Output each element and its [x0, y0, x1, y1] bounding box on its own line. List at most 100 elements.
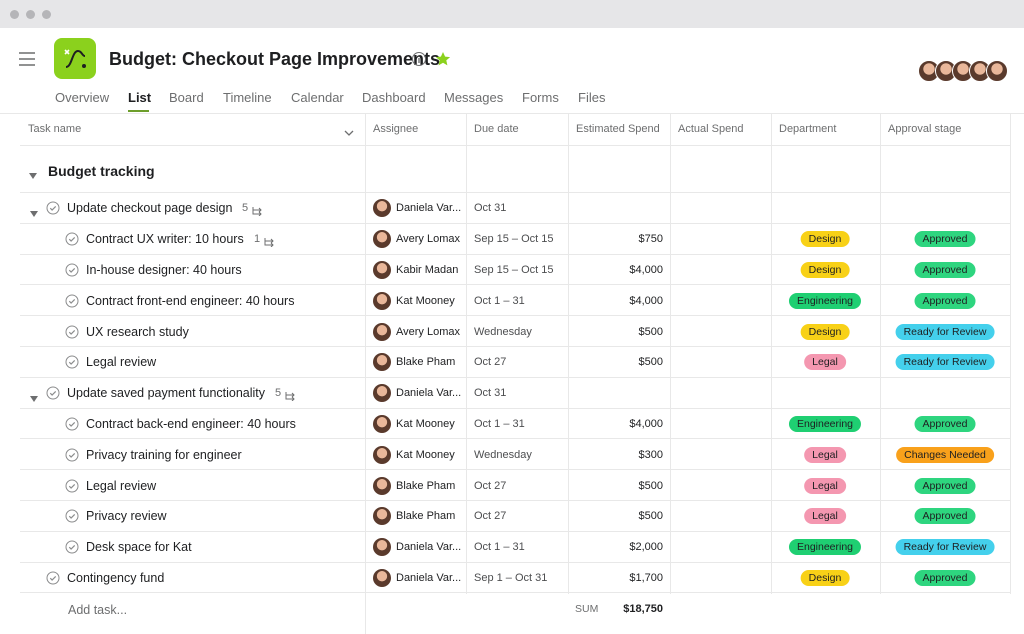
task-name[interactable]: Desk space for Kat	[86, 540, 192, 555]
tab[interactable]: Forms	[522, 90, 559, 105]
column-header[interactable]: Assignee	[373, 123, 419, 135]
project-icon[interactable]	[54, 38, 96, 79]
column-header[interactable]: Actual Spend	[678, 123, 744, 135]
due-date: Oct 27	[474, 479, 507, 492]
column-divider	[670, 114, 671, 594]
department-tag[interactable]: Design	[800, 231, 850, 248]
assignee-avatar	[373, 415, 391, 433]
collapse-icon[interactable]	[28, 167, 38, 179]
task-name[interactable]: Contingency fund	[67, 571, 165, 585]
task-name[interactable]: Legal review	[86, 478, 157, 493]
department-tag[interactable]: Legal	[804, 477, 846, 494]
department-tag[interactable]: Legal	[804, 446, 846, 463]
row-line	[20, 407, 1010, 409]
complete-check[interactable]	[65, 448, 79, 462]
complete-check[interactable]	[65, 355, 79, 369]
column-header[interactable]: Approval stage	[888, 123, 962, 135]
column-header[interactable]: Department	[779, 123, 837, 135]
complete-check[interactable]	[65, 263, 79, 277]
due-date: Sep 15 – Oct 15	[474, 233, 554, 246]
members[interactable]	[918, 60, 1010, 82]
info-icon[interactable]	[411, 51, 427, 67]
column-header[interactable]: Task name	[28, 123, 82, 135]
department-tag[interactable]: Engineering	[788, 292, 862, 309]
add-task[interactable]: Add task...	[68, 603, 128, 618]
estimated-spend: $2,000	[629, 541, 663, 554]
expand-icon[interactable]	[29, 390, 39, 403]
complete-check[interactable]	[46, 386, 60, 400]
department-tag[interactable]: Legal	[804, 354, 846, 371]
complete-check[interactable]	[65, 509, 79, 523]
column-divider	[880, 114, 881, 594]
task-name[interactable]: Privacy training for engineer	[86, 447, 242, 462]
approval-tag[interactable]: Ready for Review	[895, 539, 995, 556]
task-name[interactable]: Contract front-end engineer: 40 hours	[86, 293, 295, 308]
department-tag[interactable]: Design	[800, 323, 850, 340]
column-header[interactable]: Due date	[474, 123, 519, 135]
complete-check[interactable]	[65, 325, 79, 339]
column-header[interactable]: Estimated Spend	[576, 123, 660, 135]
tab[interactable]: List	[128, 90, 152, 105]
tab[interactable]: Calendar	[291, 90, 344, 105]
complete-check[interactable]	[46, 571, 60, 585]
star-icon[interactable]	[435, 51, 451, 67]
complete-check[interactable]	[65, 294, 79, 308]
task-name[interactable]: Contract back-end engineer: 40 hours	[86, 417, 296, 431]
assignee: Kat Mooney	[396, 448, 455, 461]
approval-tag[interactable]: Approved	[914, 508, 976, 525]
approval-tag[interactable]: Approved	[914, 231, 976, 248]
assignee-avatar	[373, 538, 391, 557]
assignee-avatar	[373, 291, 391, 310]
task-name[interactable]: Privacy review	[86, 509, 167, 524]
department-tag[interactable]: Engineering	[788, 539, 862, 556]
task-name[interactable]: Update saved payment functionality	[67, 386, 266, 401]
task-name[interactable]: Update checkout page design	[67, 201, 233, 216]
complete-check[interactable]	[65, 540, 79, 554]
complete-check[interactable]	[65, 232, 79, 246]
approval-tag[interactable]: Ready for Review	[895, 354, 995, 371]
department-tag[interactable]: Legal	[804, 508, 846, 525]
approval-tag[interactable]: Approved	[914, 292, 976, 309]
approval-tag[interactable]: Approved	[914, 262, 976, 278]
task-name[interactable]: Contract UX writer: 10 hours	[86, 232, 244, 247]
complete-check[interactable]	[65, 417, 79, 431]
task-name[interactable]: UX research study	[86, 324, 189, 339]
tab[interactable]: Messages	[444, 90, 504, 105]
subtask-count: 5	[275, 387, 282, 400]
department-tag[interactable]: Design	[800, 570, 850, 586]
row-line	[20, 346, 1010, 347]
approval-tag[interactable]: Approved	[914, 477, 976, 494]
due-date: Oct 27	[474, 356, 507, 369]
department-tag[interactable]: Engineering	[788, 416, 862, 432]
task-name[interactable]: In-house designer: 40 hours	[86, 263, 242, 277]
tab[interactable]: Dashboard	[362, 90, 426, 105]
column-divider	[1010, 114, 1011, 594]
complete-check[interactable]	[65, 479, 79, 493]
column-menu[interactable]	[344, 124, 354, 136]
assignee: Blake Pham	[396, 510, 456, 523]
approval-tag[interactable]: Changes Needed	[896, 446, 994, 463]
complete-check[interactable]	[46, 201, 60, 215]
row-line	[20, 530, 1010, 532]
assignee: Blake Pham	[396, 479, 456, 492]
tab[interactable]: Overview	[55, 90, 110, 105]
due-date: Oct 1 – 31	[474, 294, 525, 307]
department-tag[interactable]: Design	[800, 262, 850, 278]
task-name[interactable]: Legal review	[86, 355, 157, 370]
assignee-avatar	[373, 445, 391, 464]
estimated-spend: $300	[638, 448, 663, 461]
subtask-icon	[284, 388, 296, 402]
row-line	[20, 592, 1010, 594]
approval-tag[interactable]: Ready for Review	[895, 323, 995, 340]
expand-icon[interactable]	[29, 205, 39, 218]
tab[interactable]: Board	[169, 90, 204, 105]
approval-tag[interactable]: Approved	[914, 416, 976, 432]
assignee-avatar	[373, 507, 391, 526]
assignee: Avery Lomax	[396, 325, 460, 338]
row-line	[20, 192, 1010, 193]
due-date: Oct 27	[474, 510, 507, 523]
menu-icon[interactable]	[19, 52, 35, 66]
tab[interactable]: Files	[578, 90, 606, 105]
approval-tag[interactable]: Approved	[914, 570, 976, 586]
tab[interactable]: Timeline	[223, 90, 272, 105]
